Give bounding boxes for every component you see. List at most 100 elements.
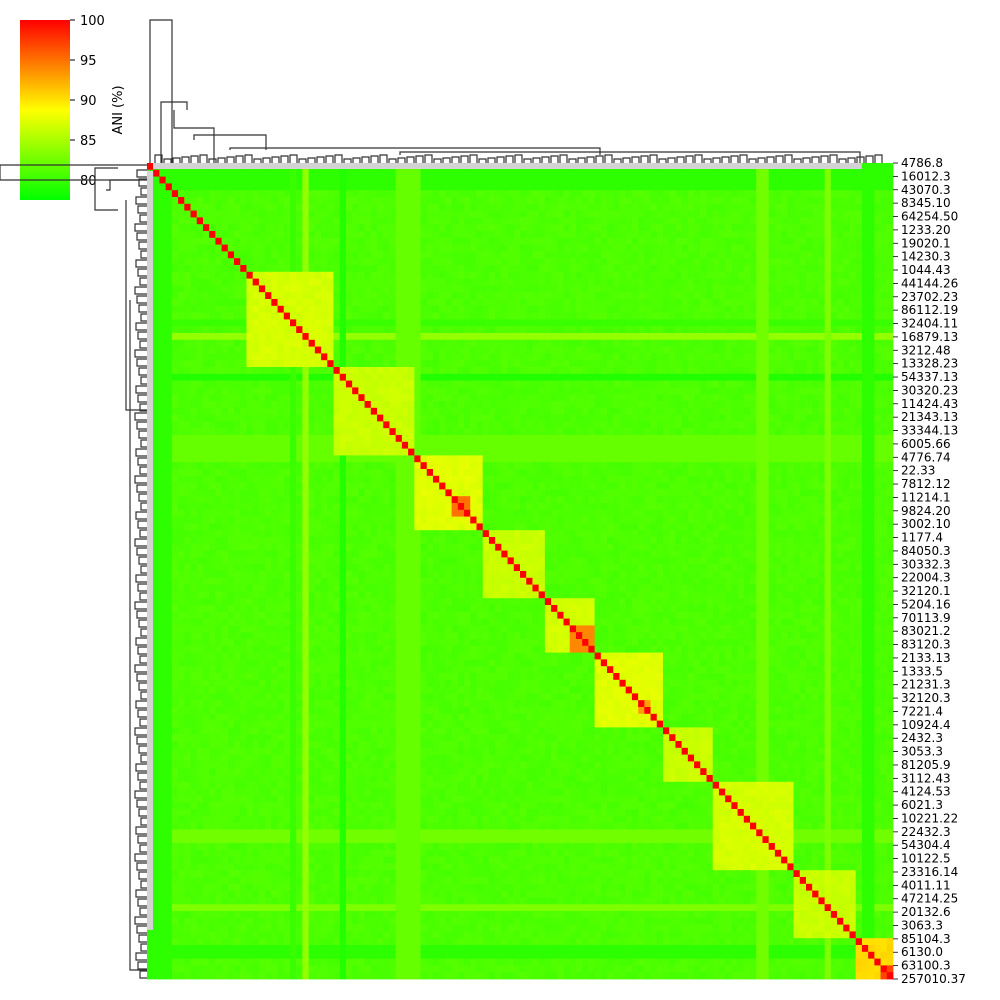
heatmap-cell: [700, 360, 707, 368]
heatmap-cell: [774, 435, 782, 443]
heatmap-cell: [414, 435, 421, 443]
heatmap-cell: [750, 312, 757, 320]
heatmap-cell: [364, 278, 372, 286]
heatmap-cell: [159, 401, 167, 409]
heatmap-cell: [345, 265, 353, 273]
heatmap-cell: [414, 224, 421, 232]
heatmap-cell: [339, 251, 347, 259]
heatmap-cell: [209, 271, 216, 279]
heatmap-cell: [246, 394, 254, 402]
heatmap-cell: [178, 319, 185, 327]
heatmap-cell: [824, 428, 832, 436]
heatmap-cell: [600, 237, 608, 245]
heatmap-cell: [824, 414, 832, 422]
heatmap-cell: [352, 305, 359, 313]
heatmap-cell: [470, 210, 477, 218]
heatmap-cell: [768, 414, 776, 422]
heatmap-cell: [327, 339, 334, 347]
heatmap-cell: [774, 367, 782, 375]
heatmap-cell: [712, 244, 720, 252]
heatmap-cell: [830, 176, 838, 184]
heatmap-cell: [731, 176, 738, 184]
heatmap-cell: [501, 231, 508, 239]
heatmap-cell: [837, 346, 844, 354]
heatmap-cell: [507, 278, 515, 286]
heatmap-cell: [345, 285, 353, 293]
heatmap-cell: [594, 265, 602, 273]
heatmap-cell: [339, 353, 347, 361]
heatmap-cell: [296, 373, 303, 381]
heatmap-cell: [855, 305, 863, 313]
heatmap-cell: [613, 278, 620, 286]
heatmap-cell: [345, 387, 353, 395]
heatmap-cell: [364, 401, 372, 409]
heatmap-cell: [880, 387, 888, 395]
heatmap-cell: [488, 251, 496, 259]
heatmap-cell: [476, 428, 484, 436]
heatmap-cell: [886, 407, 894, 415]
heatmap-cell: [321, 414, 328, 422]
heatmap-cell: [234, 367, 241, 375]
heatmap-cell: [289, 190, 297, 198]
heatmap-cell: [861, 224, 869, 232]
heatmap-cell: [432, 428, 440, 436]
heatmap-cell: [445, 278, 453, 286]
heatmap-cell: [327, 231, 334, 239]
heatmap-cell: [488, 360, 496, 368]
heatmap-cell: [246, 360, 254, 368]
heatmap-cell: [613, 183, 620, 191]
heatmap-cell: [439, 176, 446, 184]
heatmap-cell: [694, 319, 701, 327]
heatmap-cell: [849, 203, 857, 211]
heatmap-cell: [557, 380, 564, 388]
heatmap-cell: [420, 231, 428, 239]
heatmap-cell: [575, 169, 583, 177]
heatmap-cell: [414, 414, 421, 422]
heatmap-cell: [619, 231, 627, 239]
heatmap-cell: [718, 169, 726, 177]
heatmap-cell: [271, 333, 278, 341]
heatmap-cell: [607, 231, 614, 239]
heatmap-cell: [687, 435, 695, 443]
heatmap-cell: [861, 278, 869, 286]
heatmap-cell: [650, 265, 658, 273]
heatmap-cell: [818, 265, 826, 273]
heatmap-cell: [837, 360, 844, 368]
heatmap-cell: [569, 237, 577, 245]
heatmap-cell: [482, 190, 490, 198]
heatmap-cell: [308, 203, 316, 211]
heatmap-cell: [414, 217, 421, 225]
heatmap-cell: [246, 428, 254, 436]
heatmap-cell: [457, 210, 465, 218]
heatmap-cell: [725, 380, 732, 388]
heatmap-cell: [619, 407, 627, 415]
heatmap-cell: [178, 217, 185, 225]
heatmap-cell: [314, 380, 322, 388]
heatmap-cell: [718, 197, 726, 205]
heatmap-cell: [874, 360, 881, 368]
heatmap-cell: [874, 407, 881, 415]
heatmap-cell: [445, 367, 453, 375]
heatmap-cell: [700, 271, 707, 279]
heatmap-cell: [358, 210, 365, 218]
heatmap-cell: [631, 251, 639, 259]
heatmap-cell: [389, 231, 397, 239]
heatmap-cell: [420, 387, 428, 395]
heatmap-cell: [830, 373, 838, 381]
heatmap-cell: [718, 203, 726, 211]
heatmap-cell: [762, 428, 770, 436]
heatmap-cell: [457, 292, 465, 300]
heatmap-cell: [638, 387, 645, 395]
heatmap-cell: [743, 190, 751, 198]
heatmap-cell: [650, 373, 658, 381]
heatmap-cell: [482, 251, 490, 259]
heatmap-cell: [432, 407, 440, 415]
heatmap-cell: [308, 421, 316, 429]
heatmap-cell: [321, 367, 328, 375]
heatmap-cell: [731, 373, 738, 381]
heatmap-cell: [358, 435, 365, 443]
heatmap-cell: [296, 394, 303, 402]
heatmap-cell: [271, 421, 278, 429]
heatmap-cell: [482, 197, 490, 205]
heatmap-cell: [252, 251, 260, 259]
